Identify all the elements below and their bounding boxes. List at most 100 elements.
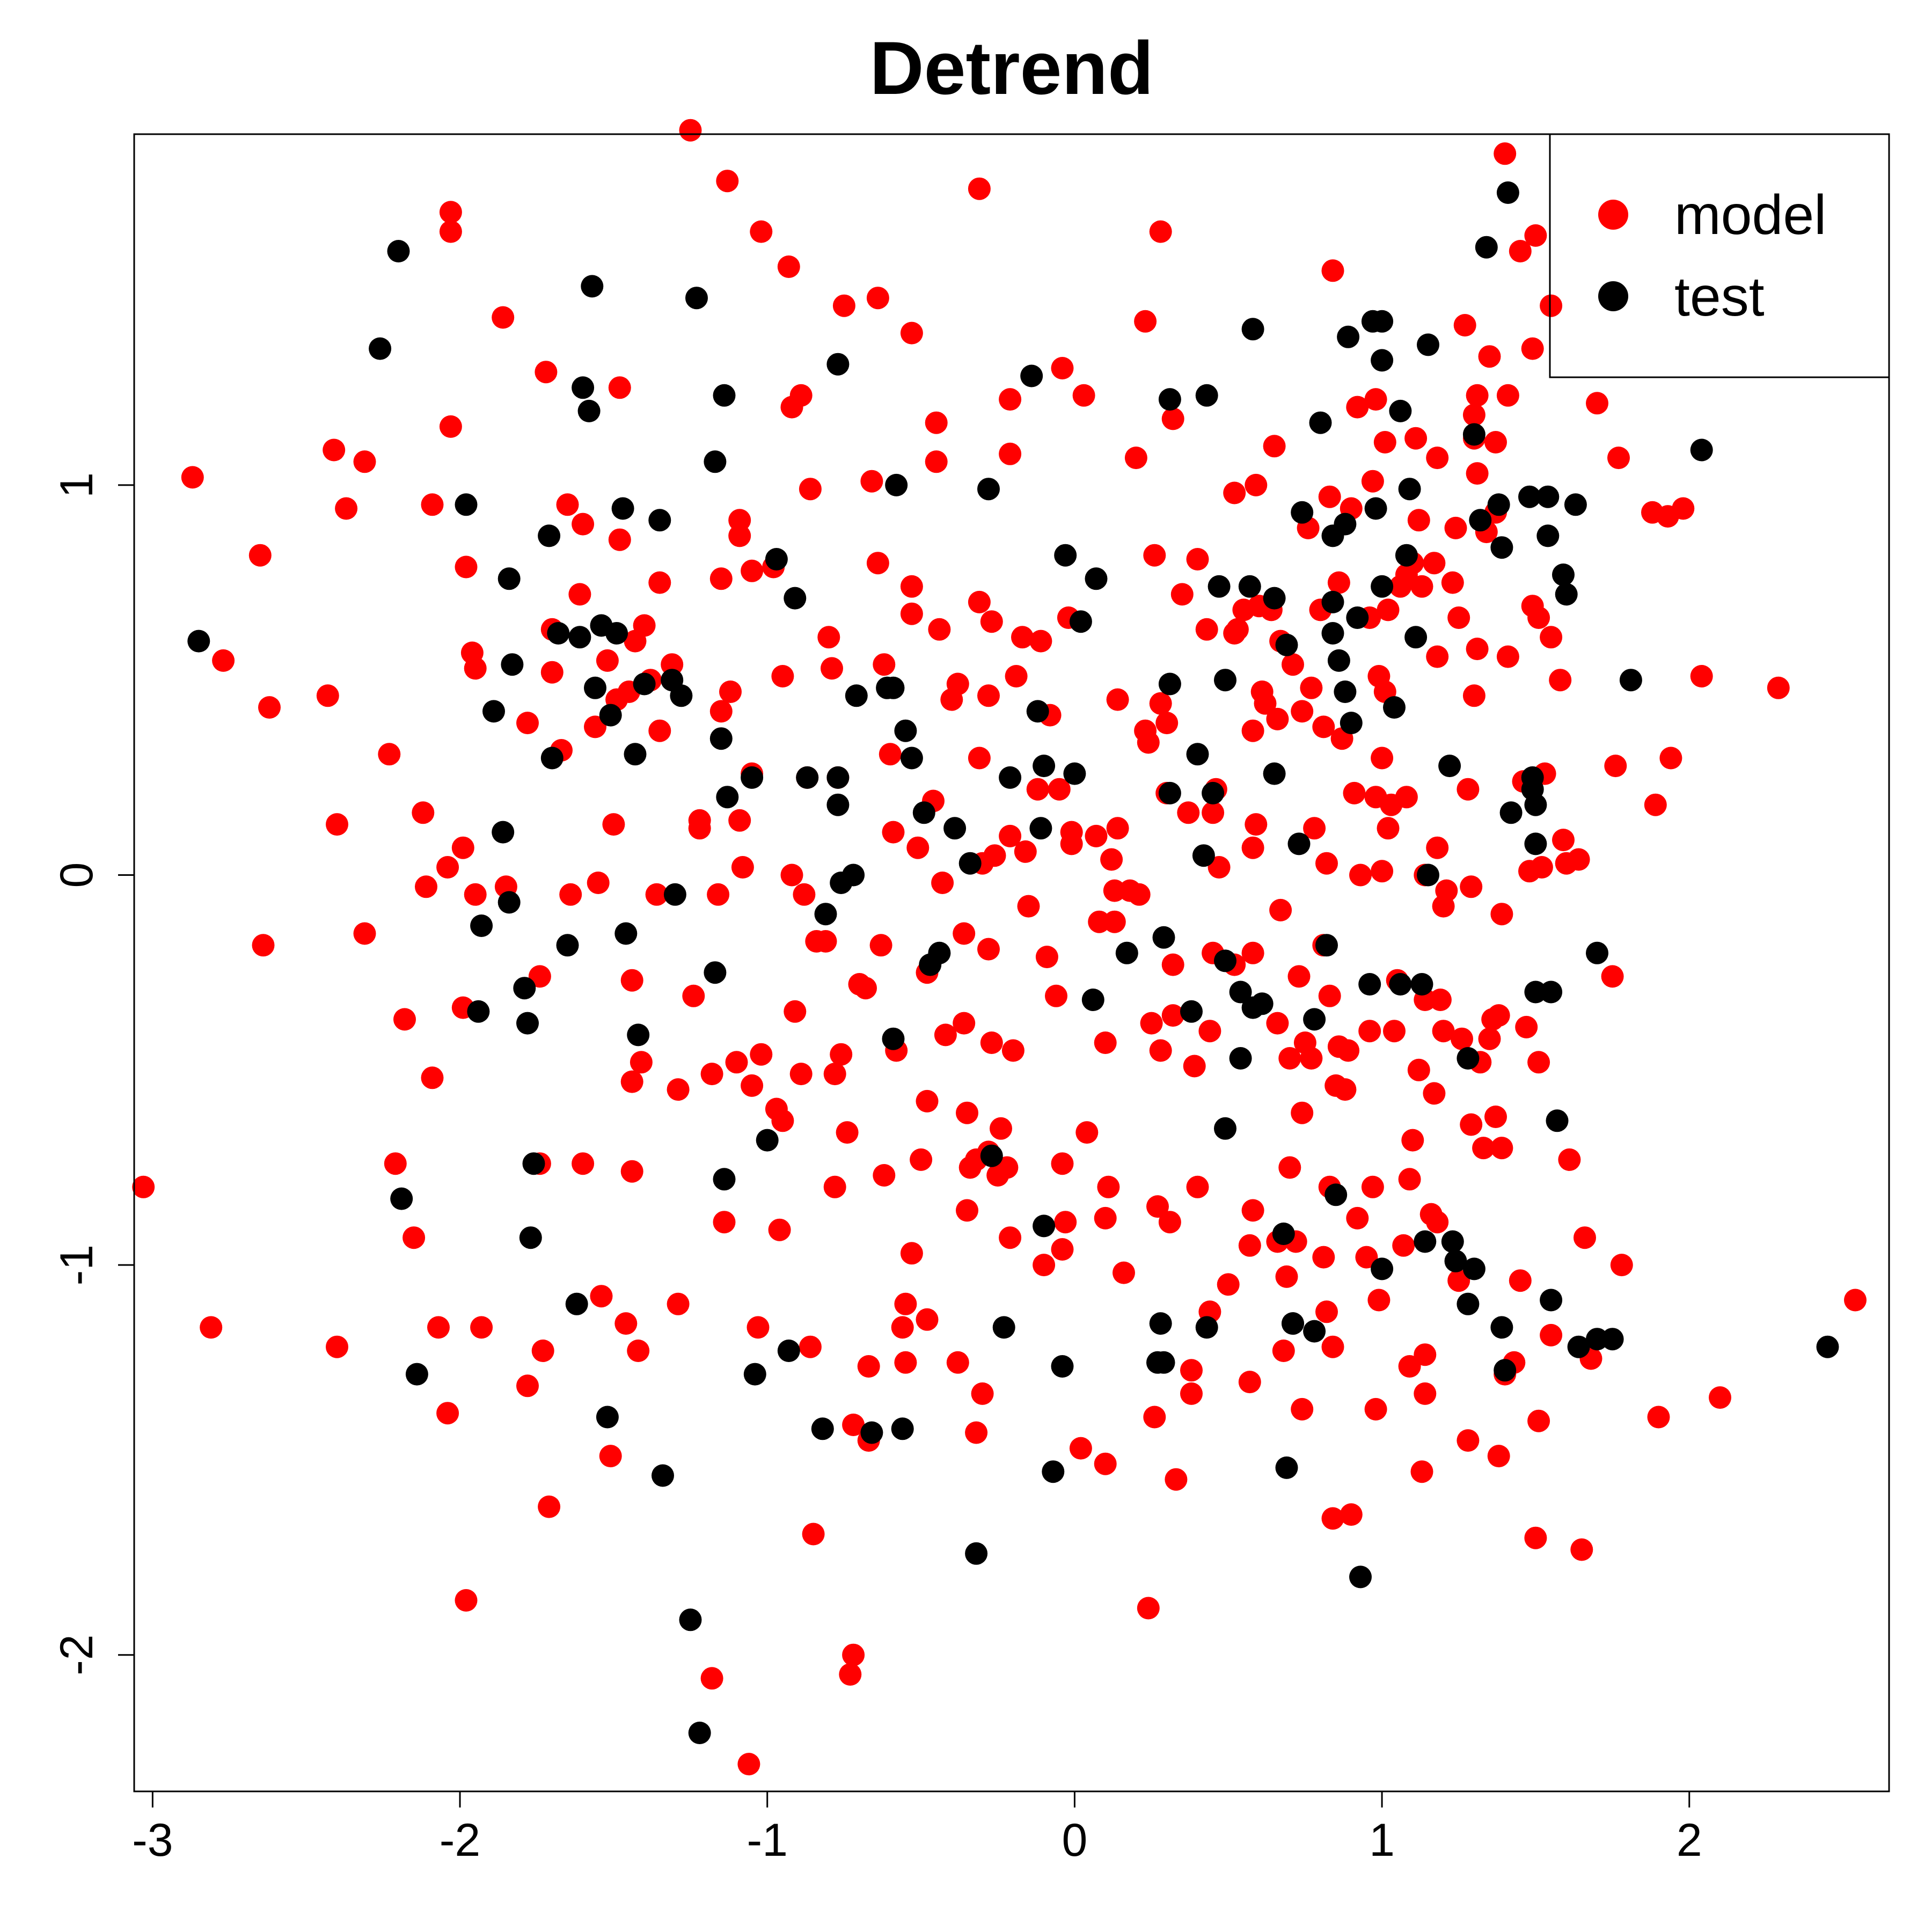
- point-test: [882, 676, 905, 699]
- point-model: [999, 442, 1022, 465]
- point-model: [1494, 142, 1517, 165]
- point-model: [1364, 1397, 1387, 1421]
- point-test: [965, 1542, 988, 1565]
- chart-title: Detrend: [870, 26, 1154, 110]
- point-model: [1530, 856, 1553, 879]
- point-test: [1337, 325, 1360, 348]
- point-test: [1619, 669, 1642, 692]
- point-test: [1564, 493, 1587, 516]
- point-model: [1398, 1355, 1421, 1378]
- point-model: [1303, 817, 1326, 840]
- point-model: [645, 883, 668, 906]
- point-test: [784, 587, 807, 610]
- point-test: [885, 473, 908, 496]
- point-model: [556, 493, 579, 516]
- point-model: [1444, 516, 1467, 539]
- point-model: [1395, 786, 1418, 809]
- point-model: [614, 1312, 638, 1335]
- point-model: [528, 965, 551, 988]
- point-model: [956, 1101, 978, 1124]
- point-test: [1404, 626, 1428, 649]
- point-test: [1494, 1359, 1517, 1382]
- point-test: [1524, 793, 1547, 816]
- point-model: [1241, 1199, 1264, 1222]
- point-model: [1478, 345, 1501, 368]
- point-model: [1161, 953, 1184, 976]
- point-model: [455, 555, 478, 579]
- point-model: [1106, 688, 1129, 711]
- point-model: [1011, 626, 1034, 649]
- point-model: [916, 1308, 939, 1331]
- point-model: [983, 844, 1006, 867]
- point-model: [1140, 1012, 1163, 1035]
- point-test: [1601, 1328, 1624, 1351]
- point-model: [1466, 638, 1489, 661]
- x-tick-label: -3: [132, 1814, 173, 1866]
- point-test: [1208, 575, 1231, 598]
- point-model: [709, 700, 733, 723]
- point-model: [1048, 778, 1071, 801]
- point-test: [1552, 564, 1575, 586]
- point-test: [501, 653, 524, 676]
- point-test: [1250, 992, 1274, 1015]
- point-test: [596, 1406, 619, 1429]
- point-test: [1327, 649, 1350, 672]
- point-model: [596, 649, 619, 672]
- point-test: [467, 1000, 490, 1023]
- point-test: [1029, 817, 1052, 840]
- point-model: [1263, 435, 1286, 458]
- point-model: [1143, 544, 1166, 567]
- point-model: [602, 813, 625, 836]
- point-model: [1149, 692, 1172, 715]
- point-test: [522, 1152, 545, 1175]
- point-test: [497, 891, 521, 914]
- point-test: [568, 626, 591, 649]
- point-model: [823, 1063, 846, 1086]
- point-test: [912, 801, 935, 824]
- point-test: [1499, 801, 1523, 824]
- point-model: [1134, 310, 1157, 333]
- point-model: [1291, 1397, 1314, 1421]
- point-test: [492, 821, 515, 844]
- x-tick-label: -2: [440, 1814, 480, 1866]
- point-model: [1401, 1129, 1424, 1152]
- point-test: [187, 630, 210, 653]
- point-model: [455, 1589, 478, 1612]
- point-test: [605, 622, 628, 645]
- point-model: [1217, 1273, 1240, 1296]
- point-model: [968, 747, 991, 770]
- point-model: [716, 170, 739, 193]
- point-model: [1100, 848, 1123, 871]
- point-test: [1229, 980, 1252, 1004]
- point-model: [1423, 1082, 1446, 1105]
- point-model: [741, 1074, 764, 1097]
- point-test: [1063, 762, 1086, 785]
- point-model: [1540, 1323, 1563, 1346]
- point-model: [977, 684, 1000, 707]
- point-model: [713, 1211, 736, 1234]
- point-model: [750, 220, 773, 243]
- point-model: [900, 575, 923, 598]
- point-model: [1005, 665, 1028, 687]
- point-model: [1026, 778, 1049, 801]
- point-model: [412, 801, 435, 824]
- point-model: [1410, 1460, 1433, 1483]
- point-model: [910, 1148, 933, 1171]
- point-test: [1275, 633, 1298, 656]
- point-model: [679, 119, 702, 142]
- point-model: [1552, 829, 1575, 852]
- point-model: [353, 450, 376, 473]
- point-model: [1291, 700, 1314, 723]
- point-test: [1152, 1351, 1175, 1374]
- point-model: [384, 1152, 407, 1175]
- point-test: [1398, 478, 1421, 501]
- point-model: [1457, 1429, 1480, 1452]
- point-model: [1180, 1382, 1203, 1405]
- point-test: [1214, 949, 1236, 972]
- point-test: [826, 353, 850, 376]
- point-test: [1536, 485, 1560, 508]
- point-model: [900, 1242, 923, 1265]
- point-model: [1075, 1121, 1099, 1144]
- y-tick-label: -2: [51, 1634, 103, 1675]
- point-model: [900, 602, 923, 625]
